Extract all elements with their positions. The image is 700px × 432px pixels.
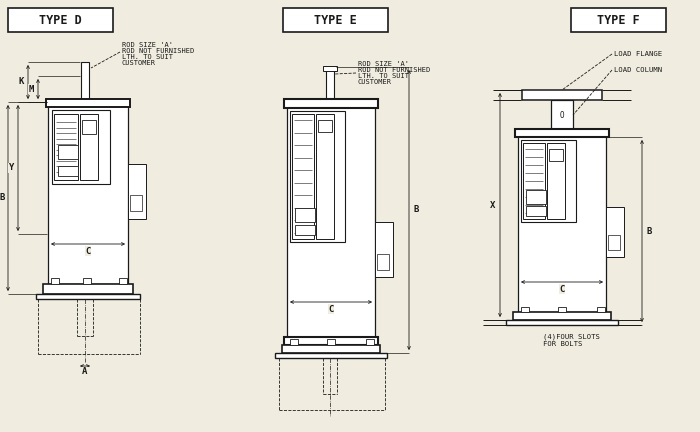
Bar: [128, 164, 146, 219]
Bar: [318, 120, 332, 132]
Bar: [119, 278, 127, 284]
Bar: [513, 312, 611, 320]
Text: ROD NOT FURNISHED: ROD NOT FURNISHED: [122, 48, 195, 54]
Bar: [515, 129, 609, 137]
Bar: [606, 207, 624, 257]
Text: ROD SIZE 'A': ROD SIZE 'A': [358, 61, 409, 67]
Text: X: X: [490, 200, 496, 210]
Text: TYPE E: TYPE E: [314, 13, 356, 26]
Text: TYPE F: TYPE F: [596, 13, 639, 26]
Text: C: C: [559, 285, 565, 293]
Text: CUSTOMER: CUSTOMER: [122, 60, 156, 66]
Text: B: B: [413, 206, 419, 215]
Bar: [290, 339, 298, 345]
Bar: [375, 222, 393, 277]
Bar: [323, 66, 337, 71]
Bar: [43, 284, 133, 294]
Bar: [52, 110, 110, 184]
Text: C: C: [85, 247, 91, 255]
Bar: [282, 345, 380, 353]
Text: LTH. TO SUIT: LTH. TO SUIT: [122, 54, 173, 60]
Bar: [521, 307, 529, 312]
Bar: [547, 143, 565, 219]
Bar: [522, 90, 602, 100]
Bar: [82, 120, 96, 134]
Bar: [54, 114, 78, 180]
Bar: [283, 8, 388, 32]
Text: ROD NOT FURNISHED: ROD NOT FURNISHED: [358, 67, 430, 73]
Text: O: O: [560, 111, 564, 120]
Bar: [327, 339, 335, 345]
Bar: [295, 208, 315, 222]
Bar: [58, 166, 78, 176]
Bar: [130, 195, 142, 211]
Bar: [36, 294, 140, 299]
Bar: [366, 339, 374, 345]
Bar: [526, 206, 546, 216]
Text: LOAD FLANGE: LOAD FLANGE: [614, 51, 662, 57]
Bar: [80, 114, 98, 180]
Text: C: C: [328, 305, 334, 314]
Bar: [316, 114, 334, 239]
Bar: [81, 62, 89, 102]
Text: K: K: [18, 77, 24, 86]
Text: A: A: [83, 368, 88, 377]
Bar: [284, 337, 378, 345]
Bar: [292, 114, 314, 239]
Bar: [290, 111, 345, 242]
Text: Y: Y: [8, 163, 14, 172]
Text: ROD SIZE 'A': ROD SIZE 'A': [122, 42, 173, 48]
Bar: [549, 149, 563, 161]
Bar: [597, 307, 605, 312]
Bar: [284, 99, 378, 108]
Bar: [287, 102, 375, 337]
Bar: [521, 140, 576, 222]
Text: M: M: [28, 85, 34, 93]
Bar: [506, 320, 618, 325]
Bar: [326, 67, 334, 102]
Bar: [295, 225, 315, 235]
Bar: [58, 145, 78, 159]
Bar: [558, 307, 566, 312]
Bar: [46, 99, 130, 107]
Text: (4)FOUR SLOTS
FOR BOLTS: (4)FOUR SLOTS FOR BOLTS: [543, 334, 600, 347]
Bar: [8, 8, 113, 32]
Bar: [608, 235, 620, 250]
Bar: [275, 353, 387, 358]
Bar: [377, 254, 389, 270]
Bar: [83, 278, 91, 284]
Text: LTH. TO SUIT: LTH. TO SUIT: [358, 73, 409, 79]
Bar: [51, 278, 59, 284]
Bar: [48, 102, 128, 284]
Text: B: B: [0, 194, 5, 203]
Bar: [518, 132, 606, 312]
Text: CUSTOMER: CUSTOMER: [358, 79, 392, 85]
Bar: [523, 143, 545, 219]
Bar: [526, 190, 546, 204]
Text: LOAD COLUMN: LOAD COLUMN: [614, 67, 662, 73]
Text: TYPE D: TYPE D: [38, 13, 81, 26]
Bar: [571, 8, 666, 32]
Bar: [551, 100, 573, 130]
Text: B: B: [646, 226, 652, 235]
